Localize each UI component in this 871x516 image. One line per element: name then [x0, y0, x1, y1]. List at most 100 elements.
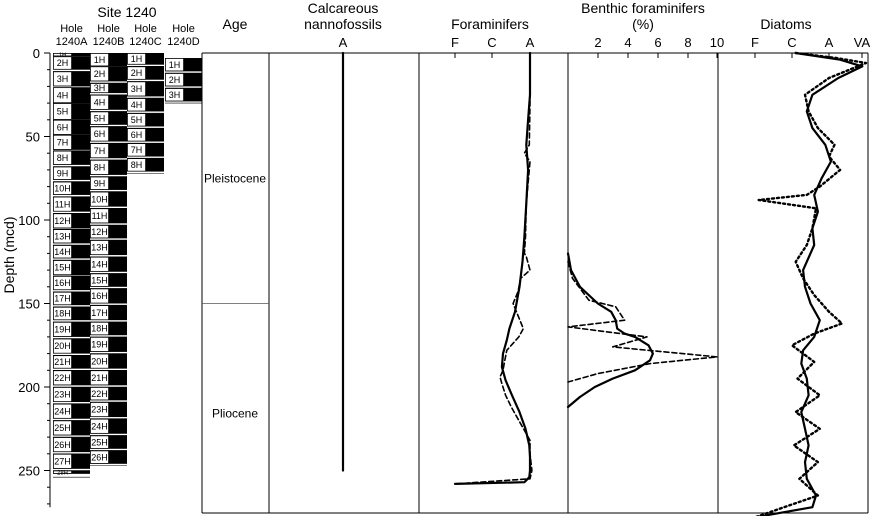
- core-label-box: [165, 58, 184, 72]
- core-label: 7H: [131, 145, 143, 155]
- epoch-label: Pleistocene: [204, 171, 266, 185]
- core-label-box: [90, 273, 109, 287]
- core-label: 12H: [91, 227, 108, 237]
- core-label-box: [53, 229, 72, 244]
- core-label-box: [90, 83, 109, 93]
- x-tick-label: C: [487, 35, 496, 50]
- core-label-box: [90, 208, 109, 224]
- hole-header: Hole: [172, 23, 195, 35]
- core-label: 25H: [91, 437, 108, 447]
- x-tick-label: 8: [684, 35, 691, 50]
- core-label: 11H: [55, 199, 71, 209]
- core-label-box: [90, 160, 109, 175]
- hole-header: 1240C: [129, 36, 161, 48]
- x-tick-label: F: [751, 35, 759, 50]
- core-label-box: [90, 402, 109, 417]
- core-label-box: [53, 453, 72, 469]
- core-label-box: [90, 111, 109, 125]
- core-label-box: [90, 126, 109, 142]
- core-label: 23H: [91, 405, 108, 415]
- site-title: Site 1240: [97, 4, 156, 20]
- core-label: 8H: [94, 163, 106, 173]
- core-label: 11H: [92, 211, 108, 221]
- core-label-box: [127, 128, 146, 142]
- core-label-box: [53, 53, 72, 57]
- core-label: 13H: [54, 231, 71, 241]
- x-tick-label: F: [451, 35, 459, 50]
- core-label: 16H: [91, 291, 108, 301]
- core-label: 12H: [54, 216, 71, 226]
- benthic-dashed-series: [567, 260, 718, 383]
- core-label-box: [53, 120, 72, 135]
- core-label: 20H: [91, 356, 108, 366]
- core-label-box: [90, 143, 109, 159]
- x-tick-label: C: [787, 35, 796, 50]
- core-label: 3H: [169, 90, 181, 100]
- core-label-box: [90, 353, 109, 369]
- core-label: 20H: [54, 341, 71, 351]
- core-label: 27H: [54, 456, 71, 466]
- core-label: 21H: [91, 373, 108, 383]
- core-label-box: [53, 387, 72, 402]
- core-label-box: [53, 213, 72, 229]
- core-label-box: [53, 245, 72, 259]
- nannofossils-title-line1: Calcareous: [308, 0, 379, 16]
- core-label-box: [53, 470, 72, 474]
- core-label-box: [90, 94, 109, 110]
- y-tick-label: 250: [18, 464, 40, 479]
- epoch-label: Pliocene: [212, 407, 258, 421]
- core-label: 5H: [94, 113, 106, 123]
- core-label: 28H: [57, 470, 68, 476]
- diatoms-title: Diatoms: [760, 16, 811, 32]
- hole-header: 1240A: [56, 36, 88, 48]
- core-label-box: [53, 87, 72, 103]
- core-label: 16H: [54, 278, 71, 288]
- core-label: 14H: [91, 259, 108, 269]
- x-tick-label: A: [825, 35, 834, 50]
- core-label-box: [90, 288, 109, 304]
- core-label-box: [53, 71, 72, 87]
- core-label-box: [53, 420, 72, 436]
- core-label: 1H: [131, 54, 143, 64]
- core-label: 23H: [54, 390, 71, 400]
- core-label-box: [90, 370, 109, 386]
- core-label: 21H: [54, 357, 71, 367]
- benthic-title: Benthic foraminifers: [581, 0, 705, 16]
- core-label: 10H: [54, 183, 71, 193]
- core-label-box: [127, 143, 146, 157]
- core-label: 17H: [91, 308, 108, 318]
- core-label: 22H: [91, 389, 108, 399]
- core-label: 4H: [131, 100, 143, 110]
- core-label-box: [53, 181, 72, 195]
- core-label: 1H: [169, 60, 181, 70]
- core-label: 15H: [54, 263, 71, 273]
- core-label-box: [127, 113, 146, 127]
- core-label: 19H: [91, 340, 108, 350]
- core-label-box: [90, 418, 109, 434]
- nannofossils-title-line2: nannofossils: [304, 16, 382, 32]
- benthic-subtitle: (%): [632, 16, 654, 32]
- core-label-box: [53, 135, 72, 150]
- y-tick-label: 50: [26, 130, 40, 145]
- core-label-box: [90, 387, 109, 401]
- foraminifer-dashed-series: [454, 52, 533, 485]
- core-label: 4H: [57, 90, 69, 100]
- core-label: 4H: [94, 97, 106, 107]
- core-label-box: [53, 196, 72, 212]
- core-label-box: [127, 66, 146, 80]
- core-label-box: [90, 435, 109, 449]
- core-label-box: [53, 355, 72, 369]
- hole-header: 1240D: [167, 36, 199, 48]
- core-label-box: [90, 305, 109, 321]
- core-label: 24H: [54, 406, 71, 416]
- x-tick-label: 4: [624, 35, 631, 50]
- core-label: 3H: [57, 74, 69, 84]
- core-label: 8H: [131, 160, 143, 170]
- x-tick-label: A: [339, 35, 348, 50]
- x-tick-label: 10: [710, 35, 724, 50]
- x-tick-label: 2: [594, 35, 601, 50]
- hole-header: Hole: [60, 23, 83, 35]
- core-label: 6H: [131, 130, 143, 140]
- core-label-box: [53, 56, 72, 70]
- diatom-dotted-series: [755, 51, 868, 516]
